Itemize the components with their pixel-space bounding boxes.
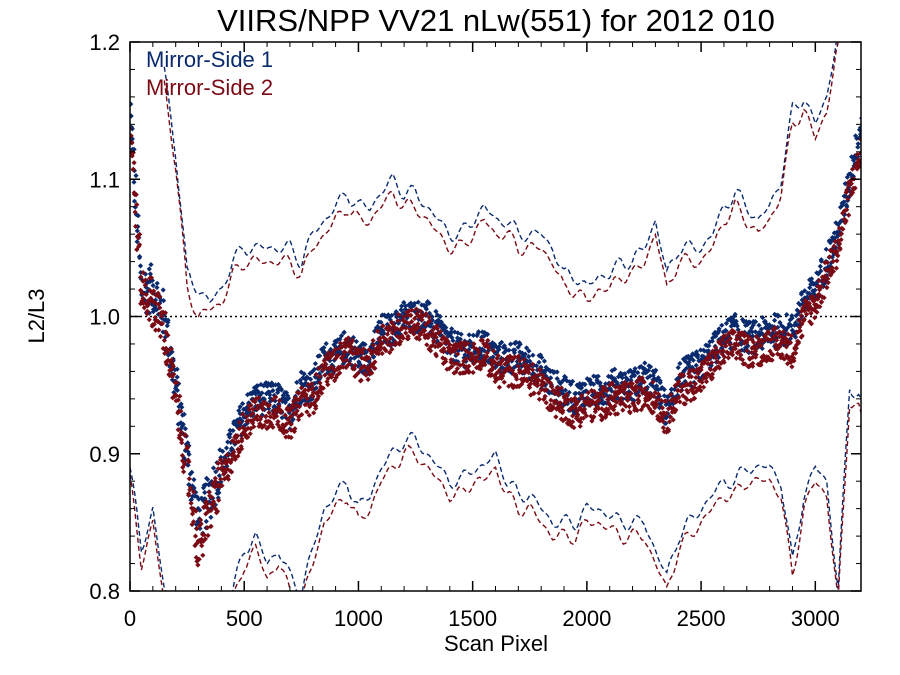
y-tick-label: 0.8 [89,579,120,604]
y-tick-label: 1.2 [89,30,120,55]
y-axis-label: L2/L3 [24,288,49,343]
x-tick-label: 0 [124,606,136,631]
upper-bound-line [163,42,839,318]
y-tick-label: 1.0 [89,305,120,330]
x-tick-label: 500 [226,606,263,631]
legend-mirror-side-2: Mirror-Side 2 [146,75,273,100]
y-tick-label: 0.9 [89,442,120,467]
lower-bound-line [130,402,861,591]
x-tick-label: 1000 [334,606,383,631]
x-tick-label: 2500 [677,606,726,631]
confidence-bounds [130,42,861,591]
legend-mirror-side-1: Mirror-Side 1 [146,47,273,72]
x-tick-label: 2000 [562,606,611,631]
data-points [130,100,861,568]
upper-bound-line [163,42,838,304]
scatter-series-points [130,100,861,543]
x-tick-label: 1500 [448,606,497,631]
x-axis-label: Scan Pixel [444,631,548,656]
scatter-series-points [130,125,861,568]
chart-title: VIIRS/NPP VV21 nLw(551) for 2012 010 [217,3,775,38]
axes: 0 500 1000 1500 2000 2500 3000 0.8 0.9 1.0 1.1 1.2 [89,30,861,631]
x-tick-label: 3000 [791,606,840,631]
lower-bound-line [130,389,861,591]
y-tick-label: 1.1 [89,167,120,192]
